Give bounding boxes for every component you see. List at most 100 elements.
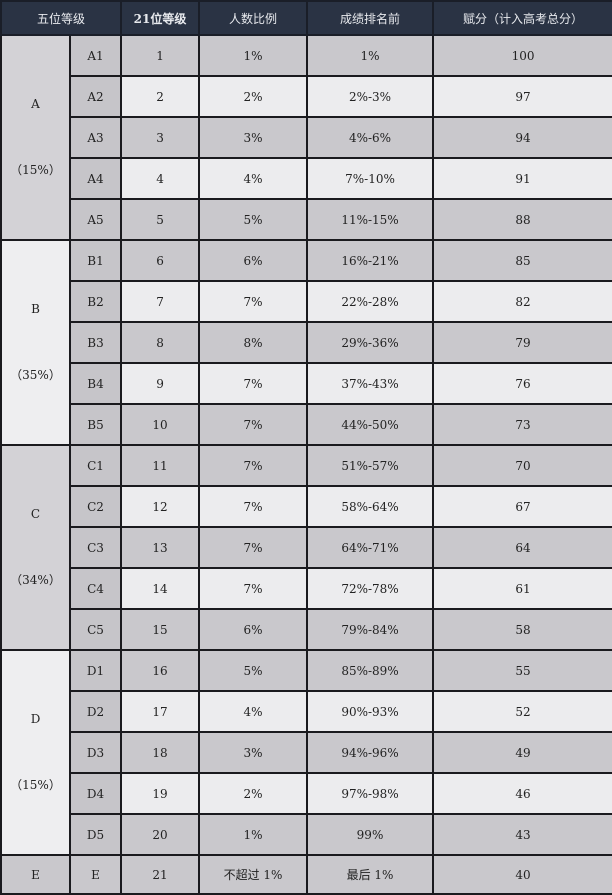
rank-range: 22%-28% — [306, 280, 435, 323]
rank-range: 11%-15% — [306, 198, 435, 241]
table-row: D4 19 2% 97%-98% 46 — [1, 772, 612, 815]
ratio: 7% — [198, 280, 309, 323]
group-letter: C — [30, 507, 41, 521]
rank-range: 51%-57% — [306, 444, 435, 487]
table-row: C4 14 7% 72%-78% 61 — [1, 567, 612, 610]
level-number: 4 — [120, 157, 201, 200]
score: 85 — [432, 239, 612, 282]
level-number: 7 — [120, 280, 201, 323]
level-number: 2 — [120, 75, 201, 118]
header-rank: 成绩排名前 — [306, 0, 435, 36]
rank-range: 64%-71% — [306, 526, 435, 569]
group-share: （35%） — [10, 368, 61, 382]
header-row: 五位等级 21位等级 人数比例 成绩排名前 赋分（计入高考总分） — [0, 0, 612, 36]
group-share: （34%） — [10, 573, 61, 587]
sub-grade: D3 — [68, 731, 123, 774]
score: 40 — [432, 854, 612, 895]
sub-grade: A3 — [68, 116, 123, 159]
level-number: 11 — [120, 444, 201, 487]
rank-range: 44%-50% — [306, 403, 435, 446]
table-row: B2 7 7% 22%-28% 82 — [1, 280, 612, 323]
table-row: B4 9 7% 37%-43% 76 — [1, 362, 612, 405]
score: 97 — [432, 75, 612, 118]
ratio: 7% — [198, 403, 309, 446]
ratio: 3% — [198, 116, 309, 159]
rank-range: 最后 1% — [306, 854, 435, 895]
ratio: 7% — [198, 485, 309, 528]
score: 94 — [432, 116, 612, 159]
rank-range: 58%-64% — [306, 485, 435, 528]
level-number: 17 — [120, 690, 201, 733]
table-row: D5 20 1% 99% 43 — [1, 813, 612, 856]
level-number: 18 — [120, 731, 201, 774]
header-score: 赋分（计入高考总分） — [432, 0, 612, 36]
rank-range: 37%-43% — [306, 362, 435, 405]
score: 82 — [432, 280, 612, 323]
sub-grade: D4 — [68, 772, 123, 815]
rank-range: 94%-96% — [306, 731, 435, 774]
rank-range: 85%-89% — [306, 649, 435, 692]
table-row: B3 8 8% 29%-36% 79 — [1, 321, 612, 364]
ratio: 1% — [198, 34, 309, 77]
score: 79 — [432, 321, 612, 364]
group-letter: A — [31, 97, 40, 111]
ratio: 8% — [198, 321, 309, 364]
group-share: （15%） — [10, 163, 61, 177]
score: 46 — [432, 772, 612, 815]
header-21-level: 21位等级 — [120, 0, 201, 36]
level-number: 16 — [120, 649, 201, 692]
sub-grade: C5 — [68, 608, 123, 651]
table-row: B5 10 7% 44%-50% 73 — [1, 403, 612, 446]
sub-grade: B2 — [68, 280, 123, 323]
score: 61 — [432, 567, 612, 610]
level-number: 20 — [120, 813, 201, 856]
table-row: E E 21 不超过 1% 最后 1% 40 — [0, 854, 612, 895]
sub-grade: A5 — [68, 198, 123, 241]
level-number: 13 — [120, 526, 201, 569]
sub-grade: D5 — [68, 813, 123, 856]
sub-grade: B1 — [68, 239, 123, 282]
table-row: A （15%） A1 1 1% 1% 100 — [0, 34, 612, 241]
group-cell: D （15%） — [0, 649, 71, 856]
ratio: 7% — [198, 444, 309, 487]
score: 55 — [432, 649, 612, 692]
ratio: 7% — [198, 362, 309, 405]
level-number: 10 — [120, 403, 201, 446]
sub-grade: B3 — [68, 321, 123, 364]
group-cell: B （35%） — [0, 239, 71, 446]
rank-range: 16%-21% — [306, 239, 435, 282]
ratio: 4% — [198, 157, 309, 200]
ratio: 6% — [198, 239, 309, 282]
ratio: 7% — [198, 526, 309, 569]
ratio: 不超过 1% — [198, 854, 309, 895]
sub-grade: A1 — [68, 34, 123, 77]
score: 70 — [432, 444, 612, 487]
rank-range: 90%-93% — [306, 690, 435, 733]
score: 43 — [432, 813, 612, 856]
rank-range: 29%-36% — [306, 321, 435, 364]
sub-grade: A4 — [68, 157, 123, 200]
score: 52 — [432, 690, 612, 733]
table-row: D2 17 4% 90%-93% 52 — [1, 690, 612, 733]
score: 91 — [432, 157, 612, 200]
level-number: 21 — [120, 854, 201, 895]
ratio: 5% — [198, 198, 309, 241]
level-number: 6 — [120, 239, 201, 282]
level-number: 5 — [120, 198, 201, 241]
ratio: 5% — [198, 649, 309, 692]
rank-range: 99% — [306, 813, 435, 856]
ratio: 6% — [198, 608, 309, 651]
sub-grade: D2 — [68, 690, 123, 733]
score: 88 — [432, 198, 612, 241]
group-share: （15%） — [10, 778, 61, 792]
level-number: 1 — [120, 34, 201, 77]
sub-grade: B5 — [68, 403, 123, 446]
rank-range: 7%-10% — [306, 157, 435, 200]
sub-grade: C1 — [68, 444, 123, 487]
rank-range: 2%-3% — [306, 75, 435, 118]
table-row: C2 12 7% 58%-64% 67 — [1, 485, 612, 528]
sub-grade: D1 — [68, 649, 123, 692]
level-number: 9 — [120, 362, 201, 405]
ratio: 7% — [198, 567, 309, 610]
